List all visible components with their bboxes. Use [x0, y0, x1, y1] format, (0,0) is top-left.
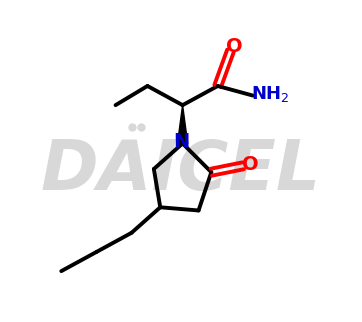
Text: DAICEL: DAICEL — [41, 137, 321, 204]
Polygon shape — [177, 105, 188, 143]
Text: O: O — [226, 37, 243, 56]
Text: O: O — [242, 155, 258, 174]
Text: N: N — [173, 132, 189, 151]
Text: NH$_2$: NH$_2$ — [251, 84, 290, 104]
